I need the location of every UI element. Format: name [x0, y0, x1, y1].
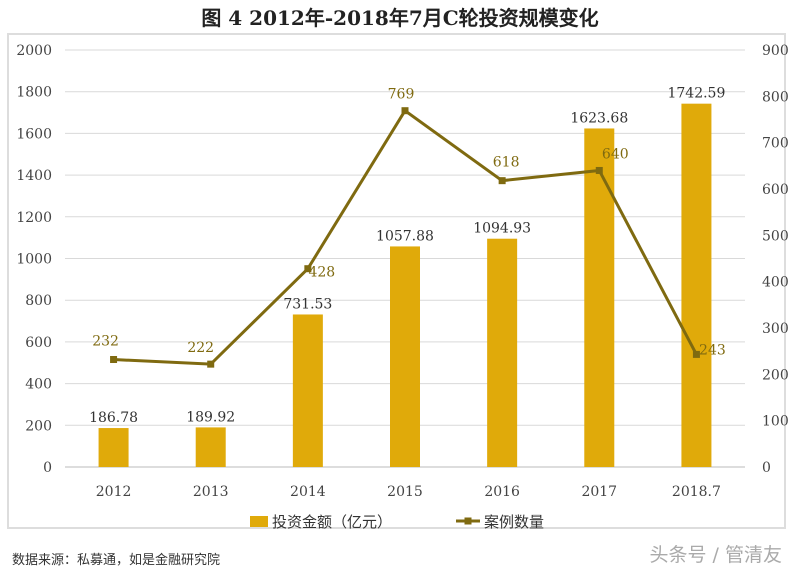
left-tick-label: 600	[25, 335, 52, 351]
right-tick-label: 300	[762, 321, 789, 337]
bar-data-label: 1742.59	[667, 86, 725, 102]
left-tick-label: 0	[43, 460, 52, 476]
left-tick-label: 2000	[16, 43, 52, 59]
line-point	[401, 107, 409, 115]
x-tick-label: 2016	[484, 484, 520, 500]
line-point	[207, 360, 215, 368]
source-note: 数据来源：私募通，如是金融研究院	[12, 553, 221, 568]
left-tick-label: 800	[25, 293, 52, 309]
x-tick-label: 2017	[581, 484, 617, 500]
left-tick-label: 1600	[16, 126, 52, 142]
right-tick-label: 100	[762, 414, 789, 430]
bar-data-label: 731.53	[283, 296, 332, 312]
bar	[292, 314, 323, 467]
bar-data-label: 1094.93	[473, 221, 531, 237]
x-tick-label: 2015	[387, 484, 423, 500]
line-data-label: 222	[187, 340, 214, 356]
left-tick-label: 1400	[16, 168, 52, 184]
chart-frame	[7, 33, 786, 529]
legend-swatch-bar	[250, 516, 268, 527]
line-point	[498, 177, 506, 185]
bar	[390, 246, 420, 467]
legend-label-bar: 投资金额（亿元）	[272, 513, 392, 531]
right-tick-label: 200	[762, 367, 789, 383]
left-tick-label: 1200	[16, 210, 52, 226]
left-tick-label: 200	[25, 418, 52, 434]
line-point	[110, 356, 118, 364]
x-tick-label: 2012	[96, 484, 132, 500]
x-tick-label: 2014	[290, 484, 326, 500]
bar	[487, 238, 518, 467]
right-tick-label: 500	[762, 228, 789, 244]
bar	[584, 128, 615, 468]
bar-data-label: 1057.88	[376, 228, 434, 244]
line-data-label: 243	[699, 342, 726, 358]
right-tick-label: 700	[762, 136, 789, 152]
line-point	[304, 265, 312, 273]
line-data-label: 640	[602, 146, 629, 162]
x-tick-label: 2018.7	[672, 484, 721, 500]
right-tick-label: 900	[762, 43, 789, 59]
bar-data-label: 1623.68	[570, 110, 628, 126]
right-tick-label: 800	[762, 89, 789, 105]
line-point	[595, 166, 603, 174]
line-data-label: 769	[388, 87, 415, 103]
legend-swatch-marker	[464, 517, 472, 525]
bar-data-label: 189.92	[186, 409, 235, 425]
x-tick-label: 2013	[193, 484, 229, 500]
chart-title: 图 4 2012年-2018年7月C轮投资规模变化	[201, 6, 599, 30]
right-tick-label: 0	[762, 460, 771, 476]
legend-label-line: 案例数量	[484, 513, 544, 531]
right-tick-label: 600	[762, 182, 789, 198]
line-point	[692, 350, 700, 358]
bar	[195, 427, 226, 467]
line-data-label: 428	[308, 265, 335, 281]
left-tick-label: 1800	[16, 85, 52, 101]
line-data-label: 618	[493, 155, 520, 171]
bar	[98, 428, 129, 467]
line-data-label: 232	[92, 334, 119, 350]
left-tick-label: 400	[25, 377, 52, 393]
left-tick-label: 1000	[16, 252, 52, 268]
right-tick-label: 400	[762, 275, 789, 291]
watermark: 头条号 / 管清友	[649, 544, 782, 566]
bar-data-label: 186.78	[89, 410, 138, 426]
bar	[681, 103, 712, 467]
